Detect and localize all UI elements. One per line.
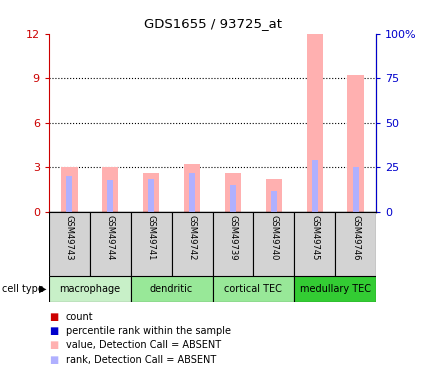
Text: value, Detection Call = ABSENT: value, Detection Call = ABSENT: [66, 340, 221, 350]
Bar: [49, 212, 90, 276]
Bar: [294, 212, 335, 276]
Text: GSM49740: GSM49740: [269, 215, 278, 260]
Bar: [148, 179, 154, 212]
Text: ■: ■: [49, 355, 58, 364]
Text: ▶: ▶: [39, 284, 46, 294]
Bar: [212, 276, 294, 302]
Bar: [107, 180, 113, 212]
Bar: [266, 179, 282, 212]
Bar: [271, 190, 277, 212]
Text: GSM49743: GSM49743: [65, 215, 74, 261]
Text: GSM49746: GSM49746: [351, 215, 360, 261]
Bar: [131, 276, 212, 302]
Text: GSM49739: GSM49739: [229, 215, 238, 261]
Text: GDS1655 / 93725_at: GDS1655 / 93725_at: [144, 17, 281, 30]
Text: cell type: cell type: [2, 284, 44, 294]
Text: cortical TEC: cortical TEC: [224, 284, 282, 294]
Text: percentile rank within the sample: percentile rank within the sample: [66, 326, 231, 336]
Text: GSM49745: GSM49745: [310, 215, 319, 260]
Text: rank, Detection Call = ABSENT: rank, Detection Call = ABSENT: [66, 355, 216, 364]
Text: macrophage: macrophage: [59, 284, 120, 294]
Text: ■: ■: [49, 340, 58, 350]
Bar: [184, 164, 200, 212]
Bar: [102, 166, 119, 212]
Text: GSM49742: GSM49742: [187, 215, 196, 260]
Text: GSM49741: GSM49741: [147, 215, 156, 260]
Text: ■: ■: [49, 326, 58, 336]
Bar: [294, 276, 376, 302]
Bar: [90, 212, 131, 276]
Bar: [348, 75, 364, 212]
Bar: [212, 212, 253, 276]
Text: dendritic: dendritic: [150, 284, 193, 294]
Bar: [131, 212, 172, 276]
Bar: [335, 212, 376, 276]
Bar: [61, 166, 77, 212]
Bar: [143, 173, 159, 212]
Bar: [189, 172, 195, 212]
Bar: [225, 173, 241, 212]
Bar: [49, 276, 131, 302]
Bar: [66, 176, 72, 212]
Text: count: count: [66, 312, 94, 322]
Bar: [253, 212, 294, 276]
Text: GSM49744: GSM49744: [106, 215, 115, 260]
Bar: [312, 160, 318, 212]
Bar: [172, 212, 212, 276]
Bar: [230, 185, 236, 212]
Bar: [353, 167, 359, 212]
Bar: [306, 34, 323, 212]
Text: ■: ■: [49, 312, 58, 322]
Text: medullary TEC: medullary TEC: [300, 284, 371, 294]
